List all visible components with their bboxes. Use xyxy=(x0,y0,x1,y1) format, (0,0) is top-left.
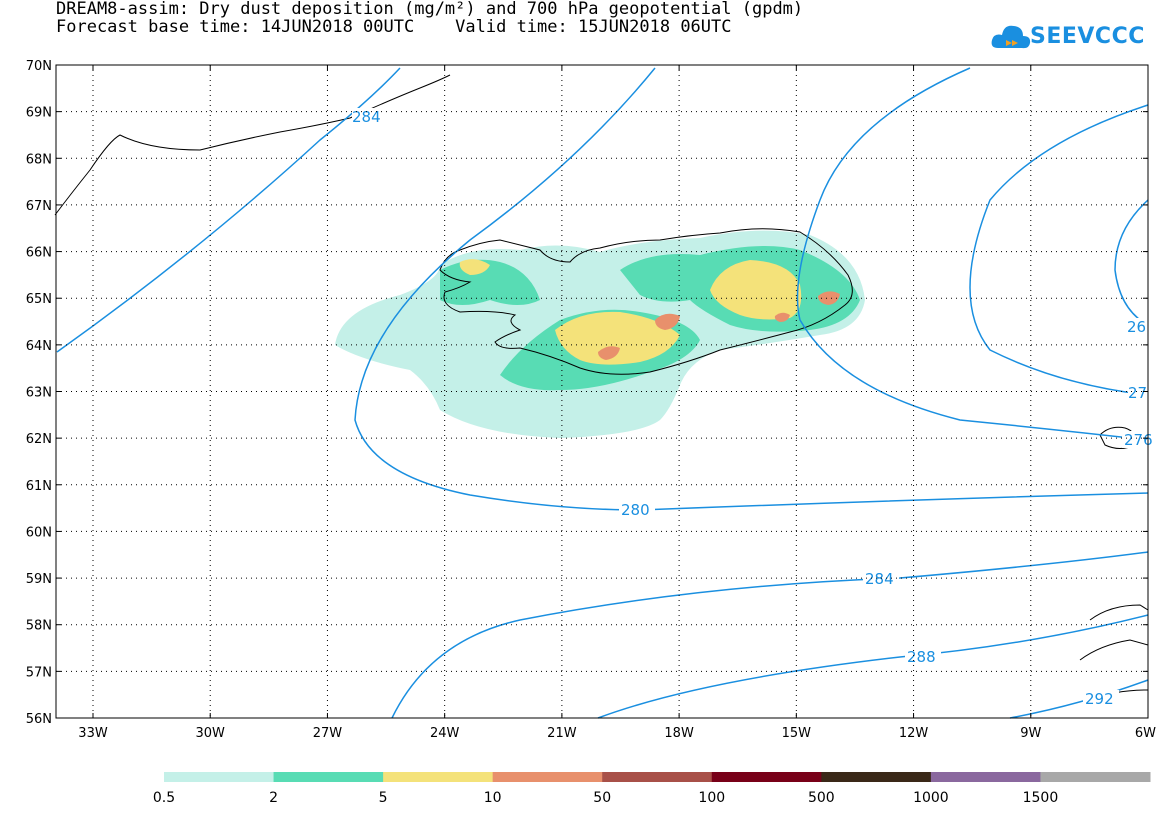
iceland-coastline xyxy=(439,228,853,375)
colorbar-label: 2 xyxy=(269,790,278,806)
lat-label: 65N xyxy=(26,292,52,307)
longitude-labels: 33W 30W 27W 24W 21W 18W 15W 12W 9W 6W xyxy=(78,726,1156,741)
dust-band-10 xyxy=(818,291,840,305)
map-title: DREAM8-assim: Dry dust deposition (mg/m²… xyxy=(56,0,804,19)
latitude-labels: 70N 69N 68N 67N 66N 65N 64N 63N 62N 61N 60N 59N 58N 5… xyxy=(26,59,52,727)
contour-labels: 284 280 284 288 292 276 27 26 xyxy=(352,108,1153,708)
colorbar-segment xyxy=(711,772,822,782)
contour-276-east xyxy=(796,67,1149,441)
colorbar-segment xyxy=(930,772,1041,782)
colorbar-label: 1500 xyxy=(1023,790,1059,806)
contour-27-east xyxy=(969,104,1149,396)
colorbar-labels: 0.5 2 5 10 50 100 500 1000 1500 xyxy=(153,790,1058,806)
contour-label: 27 xyxy=(1128,384,1147,402)
contour-292 xyxy=(1009,679,1149,719)
graticule xyxy=(56,65,1148,718)
lon-label: 9W xyxy=(1020,726,1041,741)
colorbar-label: 500 xyxy=(808,790,835,806)
contour-label: 284 xyxy=(352,108,381,126)
lat-label: 66N xyxy=(26,246,52,261)
contour-284-south xyxy=(391,551,1149,719)
dust-deposition-layer xyxy=(335,230,865,438)
lat-label: 64N xyxy=(26,339,52,354)
colorbar-label: 100 xyxy=(698,790,725,806)
contour-284-north xyxy=(56,67,401,353)
scotland-coastline xyxy=(1079,604,1149,701)
colorbar-label: 10 xyxy=(484,790,502,806)
contour-label: 284 xyxy=(865,570,894,588)
dust-band-5 xyxy=(555,311,680,365)
contour-label: 288 xyxy=(907,648,936,666)
lat-label: 62N xyxy=(26,432,52,447)
colorbar-label: 1000 xyxy=(913,790,949,806)
colorbar-segment xyxy=(273,772,384,782)
colorbar-segment xyxy=(602,772,713,782)
contour-label: 292 xyxy=(1085,690,1114,708)
lat-label: 67N xyxy=(26,199,52,214)
colorbar xyxy=(164,772,1151,782)
geopotential-contours xyxy=(56,67,1149,719)
axis-ticks xyxy=(56,64,1149,719)
colorbar-segment xyxy=(383,772,494,782)
lat-label: 58N xyxy=(26,619,52,634)
contour-26-east xyxy=(1114,199,1149,326)
lon-label: 6W xyxy=(1135,726,1156,741)
dust-band-10 xyxy=(655,313,680,330)
logo-text: SEEVCCC xyxy=(1030,24,1145,49)
map-subtitle: Forecast base time: 14JUN2018 00UTC Vali… xyxy=(56,17,732,37)
dust-band-5 xyxy=(710,260,802,320)
lat-label: 57N xyxy=(26,665,52,680)
greenland-coastline xyxy=(54,74,451,216)
lon-label: 30W xyxy=(196,726,226,741)
contour-280-main xyxy=(354,67,1149,511)
colorbar-label: 0.5 xyxy=(153,790,175,806)
lat-label: 70N xyxy=(26,59,52,74)
colorbar-label: 50 xyxy=(593,790,611,806)
lat-label: 68N xyxy=(26,152,52,167)
lon-label: 21W xyxy=(547,726,577,741)
colorbar-segment xyxy=(164,772,275,782)
lon-label: 33W xyxy=(78,726,108,741)
lon-label: 15W xyxy=(782,726,812,741)
lon-label: 18W xyxy=(664,726,694,741)
lat-label: 59N xyxy=(26,572,52,587)
colorbar-segment xyxy=(492,772,603,782)
lon-label: 27W xyxy=(313,726,343,741)
lat-label: 63N xyxy=(26,386,52,401)
lat-label: 61N xyxy=(26,479,52,494)
contour-label: 276 xyxy=(1124,431,1153,449)
lat-label: 69N xyxy=(26,106,52,121)
lon-label: 12W xyxy=(899,726,929,741)
dust-band-10 xyxy=(598,346,620,360)
dust-band-5 xyxy=(459,259,490,275)
colorbar-segment xyxy=(821,772,932,782)
cloud-icon xyxy=(991,25,1031,49)
lat-label: 56N xyxy=(26,712,52,727)
contour-label: 280 xyxy=(621,501,650,519)
lat-label: 60N xyxy=(26,525,52,540)
colorbar-segment xyxy=(1040,772,1151,782)
dust-band-10 xyxy=(774,312,790,322)
lon-label: 24W xyxy=(430,726,460,741)
seevccc-logo: SEEVCCC xyxy=(990,18,1150,60)
contour-label: 26 xyxy=(1127,318,1146,336)
colorbar-label: 5 xyxy=(379,790,388,806)
contour-288 xyxy=(597,614,1149,719)
